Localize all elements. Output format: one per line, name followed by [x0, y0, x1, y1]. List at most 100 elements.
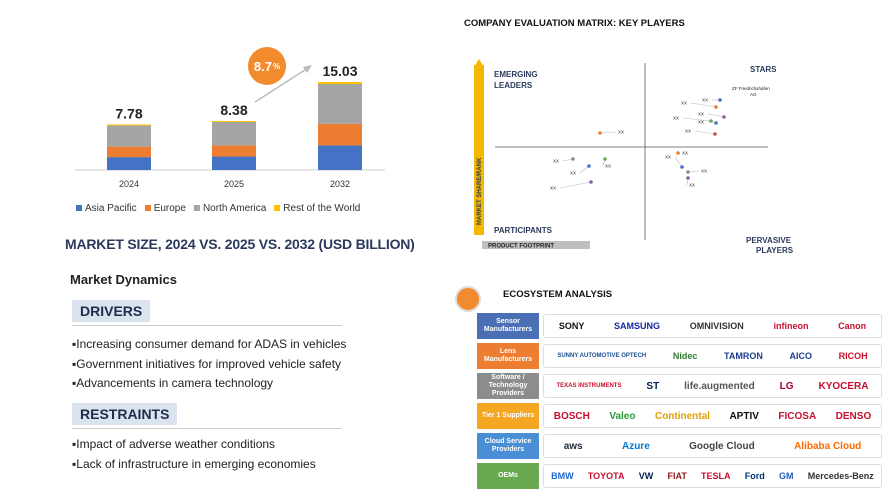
list-item: ▪Advancements in camera technology — [72, 376, 274, 390]
legend-swatch — [274, 205, 281, 212]
company-logo: BOSCH — [553, 410, 590, 422]
quadrant-emerging-line1: EMERGING — [494, 70, 538, 79]
ecosystem-row-label: Sensor Manufacturers — [477, 313, 539, 339]
x-tick-label-2032: 2032 — [330, 179, 350, 189]
matrix-point — [722, 115, 726, 119]
legend-label: Asia Pacific — [85, 203, 137, 214]
matrix-point — [714, 105, 718, 109]
legend-swatch — [76, 205, 82, 212]
bar-segment-asia-pacific-2025 — [212, 156, 256, 170]
matrix-point — [598, 131, 602, 135]
bar-segment-north-america-2032 — [318, 84, 362, 124]
y-axis-label: MARKET SHARE/RANK — [477, 157, 483, 225]
cagr-value: 8.7 — [253, 58, 272, 74]
company-logo: GM — [779, 471, 794, 481]
company-logo: Alibaba Cloud — [794, 440, 862, 452]
company-logo: APTIV — [729, 410, 759, 422]
matrix-point-label: XX — [605, 164, 611, 169]
bar-segment-europe-2024 — [107, 146, 151, 158]
legend-item: Rest of the World — [274, 203, 360, 214]
quadrant-pervasive-line1: PERVASIVE — [746, 236, 792, 245]
company-logo: Canon — [838, 321, 867, 331]
company-logo: AICO — [789, 351, 812, 361]
divider — [72, 428, 342, 429]
legend-item: Europe — [144, 203, 186, 214]
legend-swatch — [193, 205, 200, 212]
quadrant-stars: STARS — [750, 65, 777, 74]
matrix-point-label: XX — [702, 98, 708, 103]
company-logo: FIAT — [667, 471, 687, 481]
legend-item: Asia Pacific — [76, 203, 137, 214]
matrix-point-label: XX — [682, 151, 688, 156]
company-logo: Mercedes-Benz — [807, 471, 874, 481]
matrix-leader-line — [690, 102, 717, 108]
ecosystem-row-label: Tier 1 Suppliers — [477, 403, 539, 429]
company-logo: OMNIVISION — [689, 321, 744, 331]
quadrant-participants: PARTICIPANTS — [494, 226, 553, 235]
cagr-badge: 8.7% — [248, 47, 286, 85]
matrix-title: COMPANY EVALUATION MATRIX: KEY PLAYERS — [464, 18, 685, 29]
data-label-2025: 8.38 — [220, 102, 247, 118]
matrix-leader-line — [559, 181, 592, 189]
matrix-point-label: XX — [673, 116, 679, 121]
x-axis-label: PRODUCT FOOTPRINT — [488, 244, 554, 250]
matrix-point-label: XX — [701, 169, 707, 174]
matrix-leader-line — [682, 117, 712, 122]
matrix-leader-line — [674, 156, 683, 168]
growth-arrow-head — [303, 65, 312, 73]
company-logo: Valeo — [609, 410, 636, 422]
company-logo: TEXAS INSTRUMENTS — [556, 383, 622, 389]
quadrant-emerging-line2: LEADERS — [494, 81, 533, 90]
matrix-point — [714, 121, 718, 125]
matrix-leader-line — [599, 131, 617, 134]
matrix-point-label: XX — [550, 186, 556, 191]
drivers-header: DRIVERS — [72, 300, 151, 322]
company-logo: Continental — [654, 410, 710, 422]
matrix-point-label: XX — [681, 101, 687, 106]
ecosystem-row-label: Software / Technology Providers — [477, 373, 539, 399]
bar-segment-north-america-2025 — [212, 122, 256, 146]
growth-arrow-line — [254, 67, 309, 103]
matrix-point-label: XX — [698, 120, 704, 125]
company-logo: Google Cloud — [689, 440, 755, 452]
leader-label-line1: ZF Friedrichshafen — [732, 86, 770, 91]
company-logo: VW — [638, 471, 654, 481]
company-logo: SONY — [558, 321, 585, 331]
company-logo: ST — [646, 380, 660, 392]
list-item: ▪Lack of infrastructure in emerging econ… — [72, 456, 316, 471]
chart-legend: Asia Pacific Europe North America Rest of t… — [76, 203, 360, 214]
matrix-point-label: XX — [665, 155, 671, 160]
quadrant-pervasive-line2: PLAYERS — [756, 246, 794, 255]
matrix-point — [713, 132, 717, 136]
company-logo: LG — [779, 380, 794, 392]
bar-segment-asia-pacific-2032 — [318, 145, 362, 170]
legend-label: Europe — [153, 203, 186, 214]
matrix-leader-line — [694, 130, 716, 135]
ecosystem-row: Software / Technology Providers TEXAS INS… — [477, 373, 882, 399]
matrix-point — [589, 180, 593, 184]
x-tick-label-2024: 2024 — [119, 179, 139, 189]
company-logo: Azure — [621, 440, 650, 452]
ecosystem-logos: aws Azure Google Cloud Alibaba Cloud — [543, 434, 882, 458]
ecosystem-row: Cloud Service Providers aws Azure Google Cl… — [477, 433, 882, 459]
x-axis-bar — [482, 241, 590, 249]
matrix-point — [686, 170, 690, 174]
company-logo: RICOH — [838, 351, 868, 361]
list-item: ▪Impact of adverse weather conditions — [72, 437, 276, 451]
matrix-point-label: XX — [685, 129, 691, 134]
matrix-leader-line — [579, 165, 590, 174]
ecosystem-row-label: Lens Manufacturers — [477, 343, 539, 369]
company-logo: Ford — [744, 471, 765, 481]
company-logo: KYOCERA — [818, 380, 869, 392]
bar-segment-rest-of-the-world-2025 — [212, 120, 256, 123]
ecosystem-logos: SUNNY AUTOMOTIVE OPTECH Nidec TAMRON AICO RI… — [543, 344, 882, 368]
company-logo: TAMRON — [724, 351, 763, 361]
legend-swatch — [144, 205, 151, 212]
ecosystem-logos: BOSCH Valeo Continental APTIV FICOSA DENSO — [543, 404, 882, 428]
matrix-points: XX XX XX XX XX XX XX XX XX XX XX XX XX XX XX — [550, 98, 726, 191]
y-axis-bar — [474, 65, 484, 235]
company-evaluation-matrix: MARKET SHARE/RANK PRODUCT FOOTPRINT EMER… — [474, 59, 794, 255]
company-logo: TOYOTA — [587, 471, 625, 481]
chart-title: MARKET SIZE, 2024 VS. 2025 VS. 2032 (USD… — [65, 236, 415, 252]
matrix-point — [603, 157, 607, 161]
